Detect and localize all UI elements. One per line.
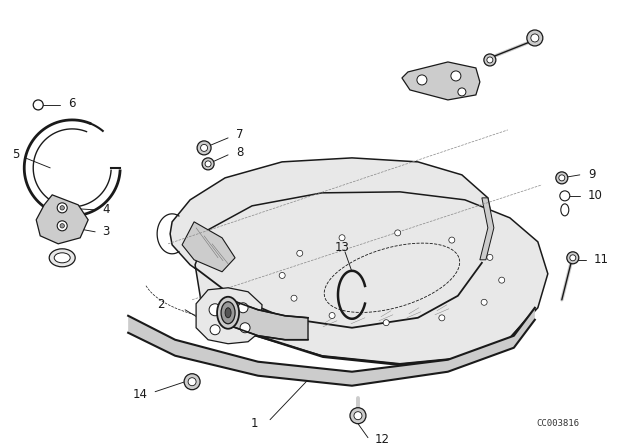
Text: 5: 5 (13, 148, 20, 161)
Text: 6: 6 (68, 97, 76, 110)
Circle shape (57, 203, 67, 213)
Circle shape (205, 161, 211, 167)
Polygon shape (480, 198, 494, 260)
Ellipse shape (561, 204, 569, 216)
Circle shape (458, 88, 466, 96)
Circle shape (395, 230, 401, 236)
Circle shape (439, 315, 445, 321)
Text: 4: 4 (102, 203, 109, 216)
Circle shape (567, 252, 579, 264)
Circle shape (197, 141, 211, 155)
Circle shape (33, 100, 44, 110)
Text: 2: 2 (157, 298, 165, 311)
Polygon shape (128, 308, 535, 386)
Ellipse shape (221, 302, 235, 324)
Circle shape (209, 304, 221, 316)
Polygon shape (182, 222, 235, 272)
Ellipse shape (217, 297, 239, 329)
Circle shape (570, 255, 576, 261)
Circle shape (60, 206, 65, 210)
Circle shape (527, 30, 543, 46)
Circle shape (499, 277, 505, 283)
Polygon shape (196, 288, 262, 344)
Polygon shape (230, 300, 308, 340)
Text: 13: 13 (335, 241, 349, 254)
Circle shape (291, 295, 297, 301)
Circle shape (57, 221, 67, 231)
Text: CC003816: CC003816 (537, 419, 580, 428)
Circle shape (329, 313, 335, 319)
Circle shape (556, 172, 568, 184)
Polygon shape (195, 192, 548, 364)
Circle shape (202, 158, 214, 170)
Circle shape (279, 272, 285, 279)
Ellipse shape (54, 253, 70, 263)
Text: 12: 12 (375, 433, 390, 446)
Circle shape (451, 71, 461, 81)
Text: 7: 7 (236, 129, 244, 142)
Circle shape (487, 57, 493, 63)
Polygon shape (170, 158, 494, 322)
Text: 3: 3 (102, 225, 109, 238)
Circle shape (238, 303, 248, 313)
Polygon shape (36, 195, 88, 244)
Text: 10: 10 (588, 190, 603, 202)
Circle shape (188, 378, 196, 386)
Circle shape (481, 299, 487, 305)
Circle shape (240, 323, 250, 333)
Circle shape (449, 237, 455, 243)
Text: 9: 9 (588, 168, 595, 181)
Circle shape (484, 54, 496, 66)
Circle shape (184, 374, 200, 390)
Circle shape (60, 224, 65, 228)
Circle shape (531, 34, 539, 42)
Ellipse shape (225, 308, 231, 318)
Text: 8: 8 (236, 146, 243, 159)
Text: 1: 1 (250, 417, 258, 430)
Circle shape (210, 325, 220, 335)
Text: 11: 11 (594, 253, 609, 266)
Circle shape (350, 408, 366, 424)
Circle shape (559, 175, 565, 181)
Circle shape (487, 254, 493, 260)
Circle shape (560, 191, 570, 201)
Circle shape (417, 75, 427, 85)
Circle shape (354, 412, 362, 420)
Polygon shape (402, 62, 480, 100)
Circle shape (339, 235, 345, 241)
Circle shape (200, 144, 207, 151)
Circle shape (383, 320, 389, 326)
Circle shape (297, 250, 303, 256)
Text: 14: 14 (132, 388, 148, 401)
Ellipse shape (49, 249, 75, 267)
